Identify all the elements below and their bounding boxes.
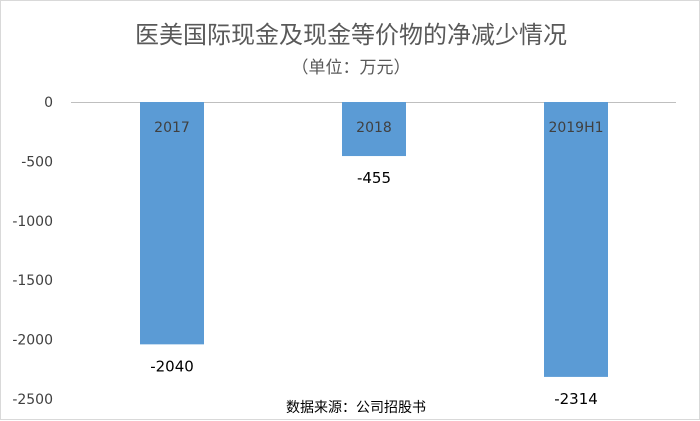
chart-subtitle: （单位：万元） <box>292 58 411 78</box>
data-labels: -2040 -455 -2314 <box>150 169 598 408</box>
y-tick-label: -2500 <box>12 392 53 408</box>
source-note: 数据来源：公司招股书 <box>286 400 426 416</box>
category-label: 2017 <box>154 120 190 136</box>
data-label: -2314 <box>554 390 598 408</box>
y-tick-label: 0 <box>44 95 53 111</box>
y-tick-label: -500 <box>21 154 53 170</box>
data-label: -2040 <box>150 357 194 375</box>
y-tick-label: -1500 <box>12 273 53 289</box>
chart-title: 医美国际现金及现金等价物的净减少情况 <box>135 21 567 49</box>
category-label: 2018 <box>356 120 392 136</box>
y-tick-label: -2000 <box>12 333 53 349</box>
data-label: -455 <box>357 169 391 187</box>
bars <box>140 102 608 377</box>
y-tick-label: -1000 <box>12 214 53 230</box>
bar-2018 <box>342 102 406 157</box>
category-labels: 2017 2018 2019H1 <box>154 120 603 136</box>
category-label: 2019H1 <box>548 120 603 136</box>
bar-2017 <box>140 102 204 345</box>
bar-2019H1 <box>544 102 608 377</box>
y-axis: 0 -500 -1000 -1500 -2000 -2500 <box>12 95 53 408</box>
